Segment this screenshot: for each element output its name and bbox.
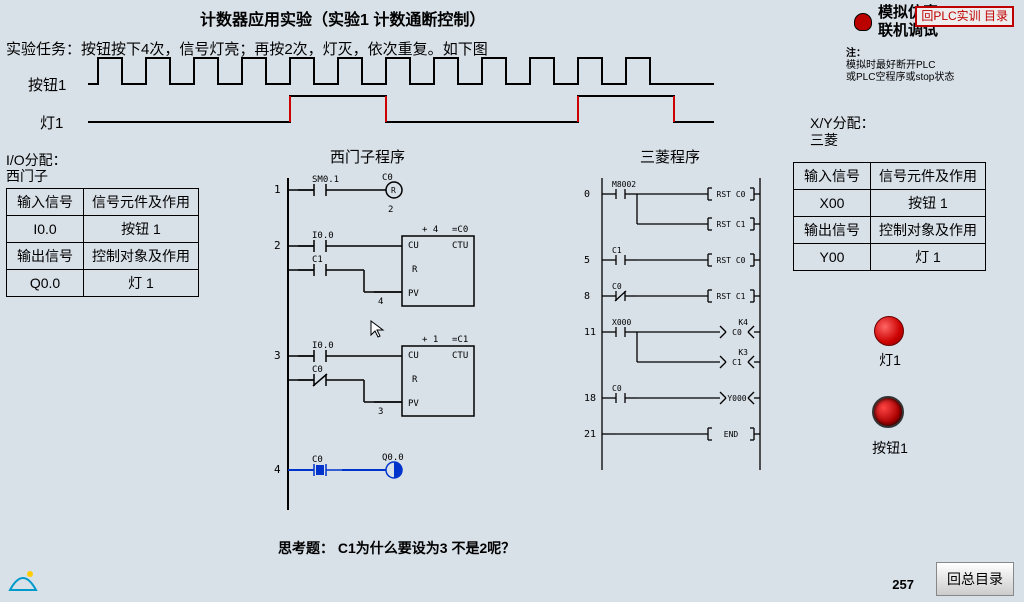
- waveform-diagram: [88, 54, 788, 134]
- label-light1: 灯1: [40, 112, 63, 133]
- svg-text:C0: C0: [382, 173, 393, 183]
- svg-text:X000: X000: [612, 318, 631, 327]
- table-cell: 输出信号: [794, 217, 871, 244]
- svg-text:C1: C1: [312, 255, 323, 265]
- svg-text:CTU: CTU: [452, 351, 468, 361]
- svg-text:I0.0: I0.0: [312, 341, 334, 351]
- table-cell: 按钮 1: [84, 216, 199, 243]
- svg-text:2: 2: [274, 239, 281, 252]
- table-cell: 控制对象及作用: [84, 243, 199, 270]
- note-text: 注： 模拟时最好断开PLC 或PLC空程序或stop状态: [846, 48, 976, 84]
- svg-text:PV: PV: [408, 399, 419, 409]
- svg-text:=C0: =C0: [452, 225, 468, 235]
- io-table-siemens: 输入信号信号元件及作用I0.0按钮 1输出信号控制对象及作用Q0.0灯 1: [6, 188, 199, 297]
- siemens-ladder: 1 SM0.1 C0 R 2 2 I0.0 C1 + 4 =C0 CU CTU R PV 4 3 I0.0 C0 +…: [274, 170, 554, 530]
- table-cell: 灯 1: [84, 270, 199, 297]
- svg-text:4: 4: [274, 463, 281, 476]
- svg-text:R: R: [391, 186, 396, 195]
- table-cell: 按钮 1: [871, 190, 986, 217]
- svg-text:CU: CU: [408, 241, 419, 251]
- svg-text:2: 2: [388, 205, 393, 215]
- alarm-icon: [854, 13, 872, 31]
- svg-text:C0: C0: [612, 384, 622, 393]
- table-cell: 信号元件及作用: [871, 163, 986, 190]
- svg-text:C1: C1: [612, 246, 622, 255]
- svg-text:8: 8: [584, 291, 590, 302]
- mitsu-prog-title: 三菱程序: [640, 146, 700, 167]
- svg-text:K4: K4: [738, 318, 748, 327]
- table-cell: 信号元件及作用: [84, 189, 199, 216]
- table-cell: 控制对象及作用: [871, 217, 986, 244]
- svg-text:SM0.1: SM0.1: [312, 175, 339, 185]
- table-cell: Y00: [794, 244, 871, 271]
- svg-text:C1: C1: [732, 358, 742, 367]
- svg-text:11: 11: [584, 327, 596, 338]
- xy-alloc-sub: 三菱: [810, 130, 838, 150]
- cursor-icon: [370, 320, 386, 340]
- svg-text:C0: C0: [312, 455, 323, 465]
- svg-text:RST C0: RST C0: [717, 190, 746, 199]
- siemens-prog-title: 西门子程序: [330, 146, 405, 167]
- table-cell: X00: [794, 190, 871, 217]
- svg-text:1: 1: [274, 183, 281, 196]
- table-cell: 输入信号: [7, 189, 84, 216]
- svg-text:3: 3: [378, 407, 383, 417]
- svg-text:3: 3: [274, 349, 281, 362]
- svg-text:Y000: Y000: [727, 394, 746, 403]
- table-cell: 输出信号: [7, 243, 84, 270]
- svg-text:+ 4: + 4: [422, 225, 438, 235]
- svg-text:4: 4: [378, 297, 383, 307]
- table-cell: I0.0: [7, 216, 84, 243]
- btn1-pushbutton[interactable]: [872, 396, 904, 428]
- svg-text:C0: C0: [612, 282, 622, 291]
- light1-indicator: [874, 316, 904, 346]
- table-cell: 灯 1: [871, 244, 986, 271]
- io-alloc-sub: 西门子: [6, 166, 48, 186]
- page-title: 计数器应用实验（实验1 计数通断控制）: [200, 6, 485, 30]
- svg-text:PV: PV: [408, 289, 419, 299]
- svg-text:END: END: [724, 430, 739, 439]
- svg-text:C0: C0: [312, 365, 323, 375]
- table-cell: Q0.0: [7, 270, 84, 297]
- svg-text:CTU: CTU: [452, 241, 468, 251]
- svg-text:CU: CU: [408, 351, 419, 361]
- svg-text:C0: C0: [732, 328, 742, 337]
- svg-text:5: 5: [584, 255, 590, 266]
- svg-text:RST C1: RST C1: [717, 220, 746, 229]
- svg-text:+ 1: + 1: [422, 335, 438, 345]
- io-table-mitsubishi: 输入信号信号元件及作用X00按钮 1输出信号控制对象及作用Y00灯 1: [793, 162, 986, 271]
- label-btn1: 按钮1: [28, 74, 66, 95]
- svg-text:0: 0: [584, 189, 590, 200]
- svg-text:R: R: [412, 375, 418, 385]
- svg-text:=C1: =C1: [452, 335, 468, 345]
- btn1-pushbutton-label: 按钮1: [870, 438, 910, 458]
- svg-text:21: 21: [584, 429, 596, 440]
- mitsubishi-ladder: 0 M8002 RST C0 RST C1 5 C1 RST C0 8 C0 RST C1 11 X0…: [574, 170, 774, 490]
- svg-text:M8002: M8002: [612, 180, 636, 189]
- return-main-button[interactable]: 回总目录: [936, 562, 1014, 596]
- svg-text:RST C1: RST C1: [717, 292, 746, 301]
- return-plc-button[interactable]: 回PLC实训 目录: [915, 6, 1014, 27]
- think-question: 思考题： C1为什么要设为3 不是2呢？: [278, 538, 515, 558]
- svg-text:R: R: [412, 265, 418, 275]
- svg-text:I0.0: I0.0: [312, 231, 334, 241]
- svg-text:K3: K3: [738, 348, 748, 357]
- svg-text:18: 18: [584, 393, 596, 404]
- table-cell: 输入信号: [794, 163, 871, 190]
- svg-text:RST C0: RST C0: [717, 256, 746, 265]
- light1-indicator-label: 灯1: [870, 350, 910, 370]
- page-number: 257: [892, 577, 914, 592]
- logo-icon: [8, 564, 38, 594]
